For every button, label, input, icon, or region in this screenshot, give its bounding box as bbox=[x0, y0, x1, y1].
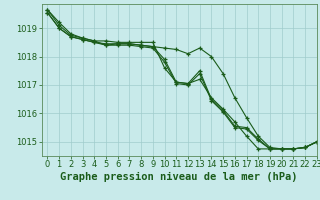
X-axis label: Graphe pression niveau de la mer (hPa): Graphe pression niveau de la mer (hPa) bbox=[60, 172, 298, 182]
